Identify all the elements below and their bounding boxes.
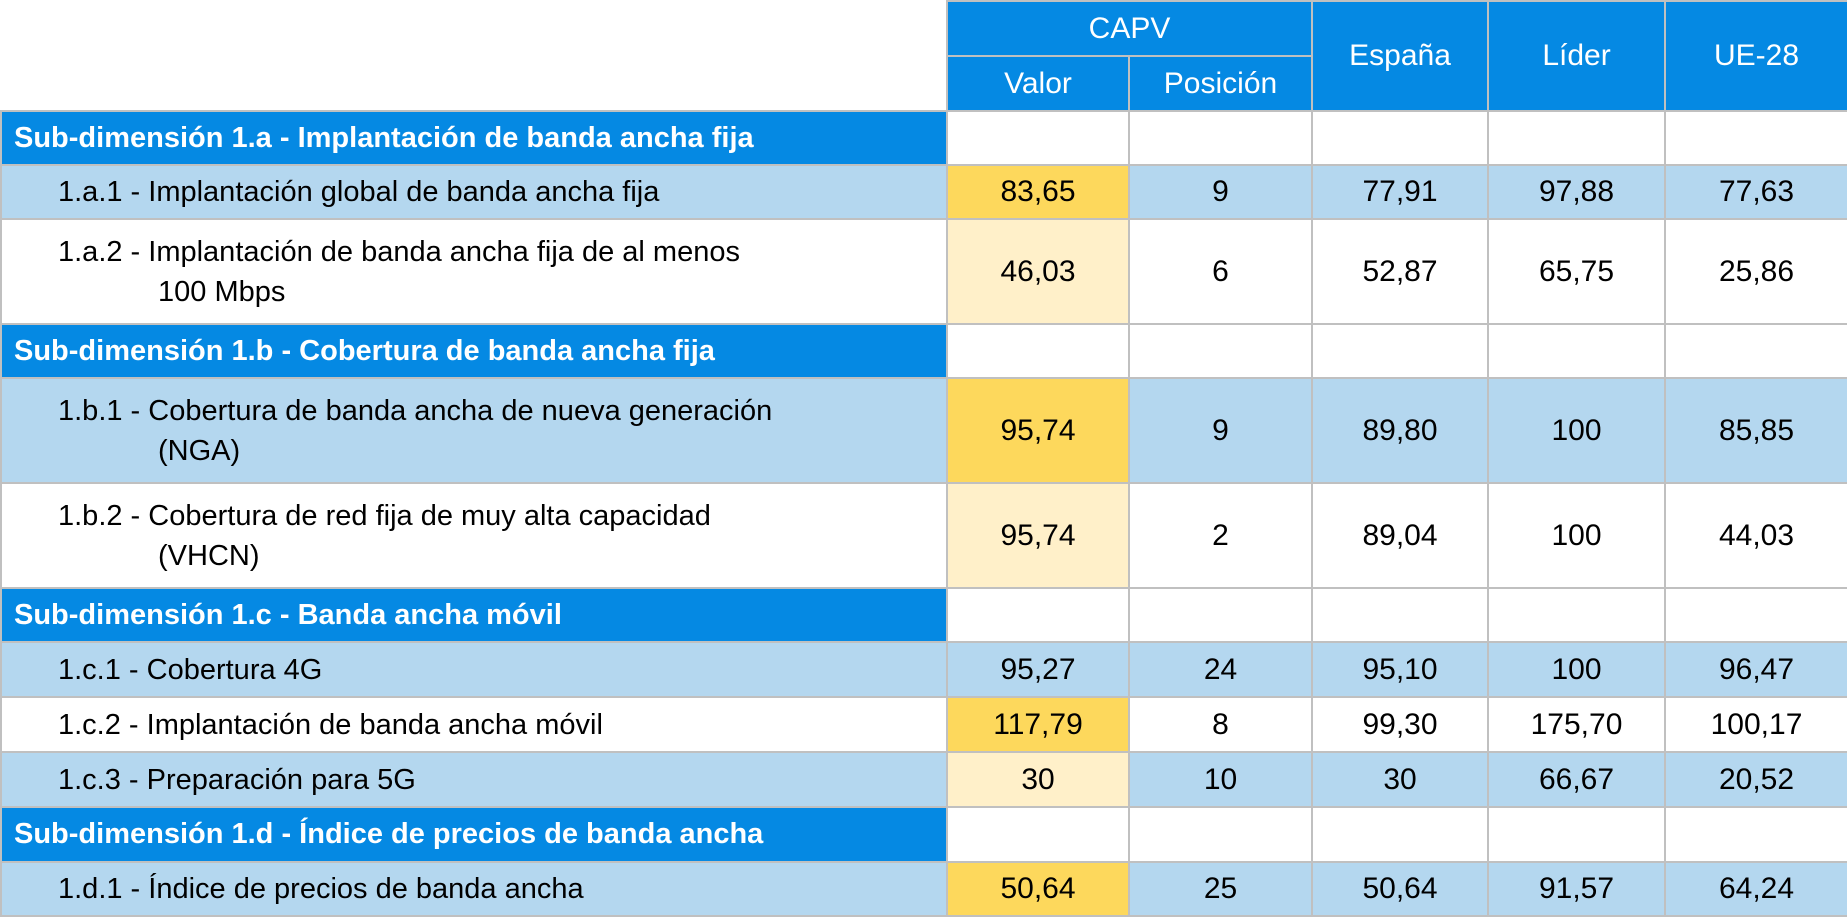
capv-posicion: 9 bbox=[1127, 164, 1314, 220]
lider-value: 91,57 bbox=[1487, 861, 1667, 917]
capv-posicion: 25 bbox=[1127, 861, 1314, 917]
ue28-value: 77,63 bbox=[1664, 164, 1847, 220]
table-row: 1.a.2 - Implantación de banda ancha fija… bbox=[0, 218, 1847, 325]
capv-posicion: 9 bbox=[1127, 377, 1314, 484]
ue28-value: 85,85 bbox=[1664, 377, 1847, 484]
indicator-label: 1.c.2 - Implantación de banda ancha móvi… bbox=[0, 696, 948, 753]
espana-value: 52,87 bbox=[1311, 218, 1490, 325]
table-row: 1.c.2 - Implantación de banda ancha móvi… bbox=[0, 696, 1847, 753]
header-posicion: Posición bbox=[1127, 55, 1314, 112]
section-title: Sub-dimensión 1.a - Implantación de band… bbox=[0, 110, 948, 166]
indicator-label: 1.d.1 - Índice de precios de banda ancha bbox=[0, 861, 948, 917]
section-row: Sub-dimensión 1.c - Banda ancha móvil bbox=[0, 587, 1847, 643]
capv-posicion: 24 bbox=[1127, 641, 1314, 698]
section-title: Sub-dimensión 1.d - Índice de precios de… bbox=[0, 806, 948, 863]
espana-value: 50,64 bbox=[1311, 861, 1490, 917]
table-row: 1.b.1 - Cobertura de banda ancha de nuev… bbox=[0, 377, 1847, 484]
header-espana: España bbox=[1311, 0, 1490, 112]
capv-valor: 117,79 bbox=[946, 696, 1130, 753]
capv-valor: 46,03 bbox=[946, 218, 1130, 325]
lider-value: 65,75 bbox=[1487, 218, 1667, 325]
capv-valor: 95,74 bbox=[946, 377, 1130, 484]
table-row: 1.c.3 - Preparación para 5G 30 10 30 66,… bbox=[0, 751, 1847, 808]
indicator-label: 1.b.1 - Cobertura de banda ancha de nuev… bbox=[0, 377, 948, 484]
capv-valor: 95,27 bbox=[946, 641, 1130, 698]
section-row: Sub-dimensión 1.a - Implantación de band… bbox=[0, 110, 1847, 166]
lider-value: 97,88 bbox=[1487, 164, 1667, 220]
header-valor: Valor bbox=[946, 55, 1130, 112]
lider-value: 175,70 bbox=[1487, 696, 1667, 753]
table-row: 1.b.2 - Cobertura de red fija de muy alt… bbox=[0, 482, 1847, 589]
lider-value: 100 bbox=[1487, 482, 1667, 589]
header-ue28: UE-28 bbox=[1664, 0, 1847, 112]
section-title: Sub-dimensión 1.b - Cobertura de banda a… bbox=[0, 323, 948, 379]
table-row: 1.a.1 - Implantación global de banda anc… bbox=[0, 164, 1847, 220]
lider-value: 100 bbox=[1487, 377, 1667, 484]
espana-value: 95,10 bbox=[1311, 641, 1490, 698]
capv-valor: 50,64 bbox=[946, 861, 1130, 917]
capv-posicion: 6 bbox=[1127, 218, 1314, 325]
lider-value: 66,67 bbox=[1487, 751, 1667, 808]
espana-value: 77,91 bbox=[1311, 164, 1490, 220]
table-row: 1.d.1 - Índice de precios de banda ancha… bbox=[0, 861, 1847, 917]
espana-value: 30 bbox=[1311, 751, 1490, 808]
indicator-label: 1.a.1 - Implantación global de banda anc… bbox=[0, 164, 948, 220]
section-title: Sub-dimensión 1.c - Banda ancha móvil bbox=[0, 587, 948, 643]
indicator-label: 1.c.1 - Cobertura 4G bbox=[0, 641, 948, 698]
lider-value: 100 bbox=[1487, 641, 1667, 698]
espana-value: 89,04 bbox=[1311, 482, 1490, 589]
indicator-label: 1.c.3 - Preparación para 5G bbox=[0, 751, 948, 808]
ue28-value: 20,52 bbox=[1664, 751, 1847, 808]
header-row-2: Valor Posición bbox=[1, 55, 1847, 112]
capv-posicion: 2 bbox=[1127, 482, 1314, 589]
header-lider: Líder bbox=[1487, 0, 1667, 112]
ue28-value: 96,47 bbox=[1664, 641, 1847, 698]
capv-valor: 30 bbox=[946, 751, 1130, 808]
capv-posicion: 10 bbox=[1127, 751, 1314, 808]
ue28-value: 44,03 bbox=[1664, 482, 1847, 589]
ue28-value: 25,86 bbox=[1664, 218, 1847, 325]
section-row: Sub-dimensión 1.b - Cobertura de banda a… bbox=[0, 323, 1847, 379]
espana-value: 99,30 bbox=[1311, 696, 1490, 753]
section-row: Sub-dimensión 1.d - Índice de precios de… bbox=[0, 806, 1847, 863]
header-capv: CAPV bbox=[945, 0, 1314, 57]
header-row-1: CAPV España Líder UE-28 bbox=[1, 0, 1847, 112]
indicator-label: 1.a.2 - Implantación de banda ancha fija… bbox=[0, 218, 948, 325]
indicator-label: 1.b.2 - Cobertura de red fija de muy alt… bbox=[0, 482, 948, 589]
espana-value: 89,80 bbox=[1311, 377, 1490, 484]
capv-valor: 95,74 bbox=[946, 482, 1130, 589]
capv-posicion: 8 bbox=[1127, 696, 1314, 753]
header-corner bbox=[1, 1, 947, 112]
capv-valor: 83,65 bbox=[946, 164, 1130, 220]
table-row: 1.c.1 - Cobertura 4G 95,27 24 95,10 100 … bbox=[0, 641, 1847, 698]
ue28-value: 100,17 bbox=[1664, 696, 1847, 753]
ue28-value: 64,24 bbox=[1664, 861, 1847, 917]
